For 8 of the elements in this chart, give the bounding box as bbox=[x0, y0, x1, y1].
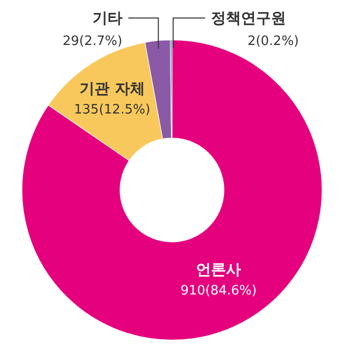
slice-label: 언론사 bbox=[196, 260, 242, 278]
data-label: 2(0.2%) bbox=[247, 34, 299, 49]
data-label: 135(12.5%) bbox=[74, 102, 150, 118]
data-label: 910(84.6%) bbox=[180, 283, 257, 298]
slice-label: 기타 bbox=[92, 9, 122, 27]
data-label: 29(2.7%) bbox=[62, 34, 122, 49]
slice-label: 정책연구원 bbox=[211, 9, 286, 27]
slice-label: 기관 자체 bbox=[80, 80, 145, 98]
